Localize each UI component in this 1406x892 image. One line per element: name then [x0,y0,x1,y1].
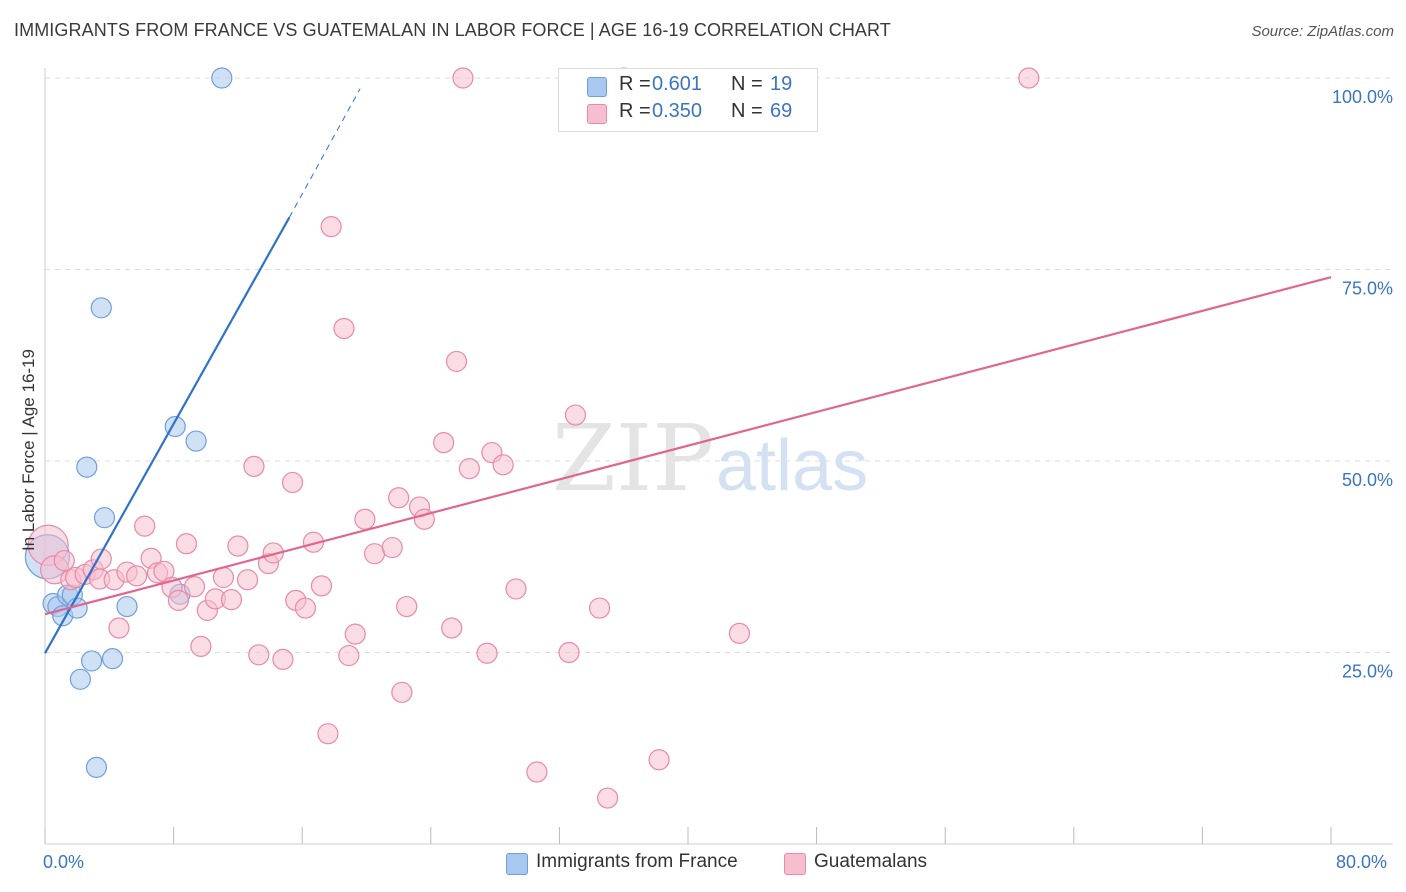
point-guatemalans [294,597,317,619]
legend-n-value: 19 [770,73,793,95]
point-guatemalans [388,487,410,509]
y-tick-label: 50.0% [1342,470,1393,490]
point-guatemalans [220,589,243,611]
point-guatemalans [354,508,376,530]
correlation-legend: R = 0.601 N = 19 R = 0.350 N = 69 [558,68,818,132]
point-guatemalans [1018,67,1040,89]
point-guatemalans [452,67,474,89]
point-guatemalans [167,589,190,612]
bottom-legend-swatch-guatemalans [784,853,806,875]
point-france [90,297,112,319]
point-guatemalans [505,578,527,600]
point-france [101,648,124,670]
point-guatemalans [526,761,548,783]
point-guatemalans [212,566,235,589]
legend-n-value: 69 [770,100,793,122]
point-guatemalans [381,536,403,559]
point-guatemalans [338,644,360,667]
axis-layer [44,68,1393,845]
point-guatemalans [728,622,751,644]
bottom-legend-label-guatemalans: Guatemalans [814,851,928,872]
point-guatemalans [597,787,619,809]
y-tick-label: 25.0% [1342,662,1393,682]
point-france [81,650,103,672]
point-guatemalans [317,723,339,745]
point-guatemalans [126,565,148,587]
trendline-france [44,216,291,654]
point-guatemalans [476,642,498,664]
point-guatemalans [445,350,468,373]
point-guatemalans [248,644,270,666]
point-guatemalans [363,543,386,565]
point-guatemalans [243,455,265,477]
point-guatemalans [344,623,366,645]
point-france [116,595,138,618]
trendline-guatemalans [44,276,1332,616]
point-guatemalans [134,515,156,537]
point-france [185,430,207,452]
point-guatemalans [227,535,249,557]
legend-swatch-france [587,77,607,97]
y-tick-label: 100.0% [1332,87,1393,107]
point-guatemalans [433,432,455,454]
point-france [93,507,116,529]
point-guatemalans [458,458,480,480]
point-guatemalans [236,569,259,591]
x-axis-max-label: 80.0% [1336,852,1388,872]
y-axis-label: In Labor Force | Age 16-19 [19,349,38,551]
trend-layer [44,88,1332,654]
point-france [76,456,98,478]
point-guatemalans [183,576,206,598]
grid-layer [45,77,1393,653]
point-guatemalans [391,681,413,703]
point-guatemalans [558,641,580,664]
y-axis-label-wrap: In Labor Force | Age 16-19 [14,300,44,600]
legend-row-france: R = 0.601 N = 19 [559,73,817,99]
point-guatemalans [564,404,587,426]
legend-r-value: 0.601 [652,73,703,95]
legend-n-label: N = [731,100,763,122]
point-guatemalans [396,595,418,618]
y-tick-labels: 25.0% 50.0% 75.0% 100.0% [1332,87,1393,682]
point-guatemalans [53,549,75,572]
point-guatemalans [262,542,284,564]
legend-r-label: R = [619,73,651,95]
legend-row-guatemalans: R = 0.350 N = 69 [559,100,817,126]
point-guatemalans [272,648,294,670]
legend-r-value: 0.350 [652,100,703,122]
point-guatemalans [333,317,355,340]
point-france [211,67,233,89]
point-france [69,668,91,690]
y-tick-label: 75.0% [1342,279,1393,299]
bottom-legend-swatch-france [506,853,528,875]
point-guatemalans [320,216,342,238]
points-layer [24,67,1040,809]
point-guatemalans [175,533,198,555]
point-france [85,756,108,779]
legend-r-label: R = [619,100,651,122]
point-guatemalans [310,575,333,597]
point-guatemalans [190,635,212,657]
point-guatemalans [441,617,463,639]
chart-title: IMMIGRANTS FROM FRANCE VS GUATEMALAN IN … [14,20,891,40]
point-guatemalans [588,597,611,619]
watermark: ZIP atlas [552,405,868,512]
watermark-atlas: atlas [716,426,868,506]
point-guatemalans [648,749,670,771]
trendline-france-extension [288,88,361,218]
point-guatemalans [492,454,514,476]
point-guatemalans [281,471,304,494]
point-guatemalans [108,617,130,639]
bottom-legend-label-france: Immigrants from France [536,851,738,872]
legend-swatch-guatemalans [587,104,607,124]
source-label: Source: ZipAtlas.com [1251,23,1394,40]
legend-n-label: N = [731,73,763,95]
x-axis-min-label: 0.0% [43,852,85,872]
